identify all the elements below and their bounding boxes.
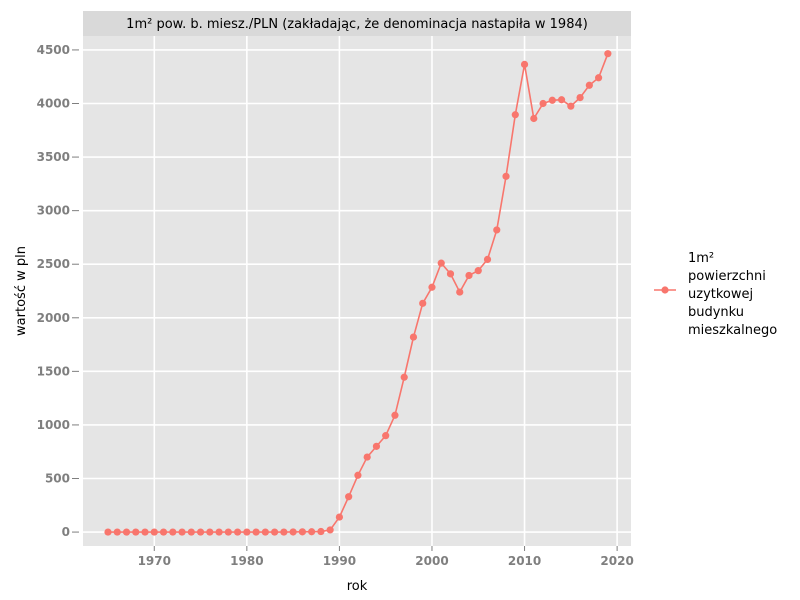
y-tick-label: 1500 — [37, 364, 70, 378]
data-point — [446, 270, 455, 278]
y-tick-label: 4000 — [37, 97, 70, 111]
data-point — [604, 50, 612, 58]
data-point — [502, 172, 510, 180]
data-point — [382, 432, 390, 440]
data-point — [206, 528, 214, 536]
data-point — [132, 528, 140, 536]
data-point — [511, 111, 519, 119]
data-point — [419, 299, 427, 307]
x-tick-label: 1990 — [323, 554, 356, 568]
legend-label: uzytkowej — [688, 287, 753, 302]
x-tick-label: 2010 — [508, 554, 541, 568]
data-point — [335, 513, 344, 521]
data-point — [363, 453, 371, 461]
data-point — [428, 283, 436, 291]
data-point — [530, 114, 538, 123]
y-tick-label: 3000 — [37, 204, 70, 218]
x-tick-label: 2020 — [600, 554, 633, 568]
data-point — [372, 442, 381, 450]
x-tick-label: 1980 — [230, 554, 263, 568]
data-point — [169, 528, 177, 536]
data-point — [539, 99, 547, 108]
data-point — [456, 288, 464, 296]
data-point — [122, 528, 131, 536]
legend-label: powierzchni — [688, 269, 766, 284]
data-point — [159, 528, 168, 536]
legend: 1m² powierzchni uzytkowej budynku mieszkalne… — [654, 251, 777, 338]
x-axis-title: rok — [347, 579, 368, 594]
data-point — [150, 528, 158, 536]
y-tick-label: 2000 — [37, 311, 70, 325]
data-point — [585, 81, 593, 89]
plot-panel — [83, 36, 631, 546]
data-point — [196, 528, 205, 536]
legend-key-point — [661, 286, 669, 294]
chart-title: 1m² pow. b. miesz./PLN (zakładając, że d… — [126, 17, 588, 32]
title-strip — [83, 11, 631, 36]
data-point — [308, 528, 316, 536]
data-point — [298, 528, 306, 536]
legend-label: budynku — [688, 305, 744, 320]
y-tick-label: 0 — [62, 525, 70, 539]
legend-label: 1m² — [688, 251, 714, 266]
data-point — [345, 493, 353, 501]
data-point — [548, 96, 556, 104]
data-point — [326, 526, 334, 534]
data-point — [252, 528, 260, 536]
data-point — [289, 528, 297, 536]
data-point — [113, 528, 121, 536]
y-tick-label: 4500 — [37, 43, 70, 57]
series-layer — [104, 50, 612, 536]
data-point — [280, 528, 288, 536]
data-point — [391, 411, 399, 419]
x-tick-label: 1970 — [138, 554, 171, 568]
data-point — [104, 528, 112, 536]
data-point — [224, 528, 232, 536]
data-point — [595, 74, 603, 82]
data-point — [493, 226, 501, 234]
data-point — [187, 528, 195, 536]
data-point — [354, 471, 362, 479]
axis-ticks: 1970 1980 1990 2000 2010 2020 0 500 1000 1500 2000… — [37, 43, 634, 568]
y-tick-label: 500 — [45, 472, 70, 486]
data-point — [567, 102, 575, 110]
data-point — [233, 528, 242, 536]
y-tick-label: 3500 — [37, 150, 70, 164]
data-point — [215, 528, 223, 536]
data-point — [317, 527, 325, 536]
data-point — [400, 373, 408, 381]
grid-lines — [83, 36, 631, 546]
y-tick-label: 2500 — [37, 257, 70, 271]
data-point — [576, 94, 584, 102]
data-point — [178, 528, 186, 536]
data-point — [141, 528, 149, 536]
data-point — [437, 259, 445, 267]
data-point — [483, 255, 492, 263]
legend-label: mieszkalnego — [688, 323, 777, 338]
y-tick-label: 1000 — [37, 418, 70, 432]
x-tick-label: 2000 — [415, 554, 448, 568]
data-point — [557, 96, 566, 104]
data-point — [243, 528, 251, 536]
data-point — [474, 267, 482, 275]
data-point — [409, 333, 418, 341]
data-point — [520, 60, 529, 68]
y-axis-title: wartość w pln — [14, 246, 29, 336]
data-point — [271, 528, 279, 536]
data-point — [465, 271, 473, 280]
data-point — [261, 528, 269, 536]
